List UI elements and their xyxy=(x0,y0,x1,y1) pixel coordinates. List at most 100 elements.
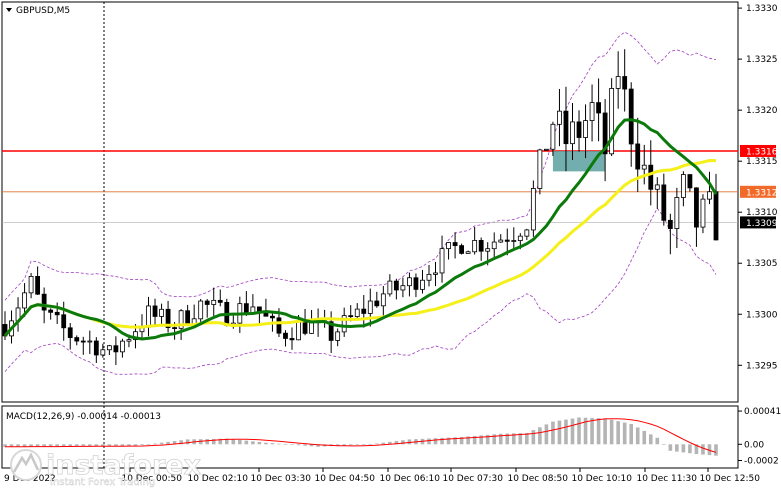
macd-histogram-bar xyxy=(648,434,653,445)
macd-histogram-bar xyxy=(570,418,575,445)
macd-histogram-bar xyxy=(525,432,529,445)
candle-body xyxy=(465,251,471,254)
dropdown-arrow-icon[interactable] xyxy=(6,8,12,12)
macd-signal-line xyxy=(5,418,717,453)
candle xyxy=(530,180,536,237)
price-tick-label: 1.3310 xyxy=(746,208,778,218)
macd-histogram-bar xyxy=(564,419,568,445)
candle-body xyxy=(426,273,432,281)
candle-body xyxy=(354,308,360,317)
candle-body xyxy=(628,88,634,145)
candle-body xyxy=(667,219,673,229)
candle-body xyxy=(80,340,86,343)
macd-histogram-bar xyxy=(675,444,679,452)
candle-body xyxy=(635,143,641,170)
support-tag-label: 1.3312 xyxy=(746,188,778,198)
candle-body xyxy=(491,241,497,250)
candle-body xyxy=(420,279,425,290)
price-tags: 1.3316 1.3312 1.3309 xyxy=(740,144,778,229)
resistance-tag xyxy=(740,144,776,157)
macd-histogram-bar xyxy=(694,444,699,455)
candle-body xyxy=(609,88,615,155)
candle xyxy=(387,274,393,297)
candle-body xyxy=(407,277,412,287)
macd-histogram-bar xyxy=(472,435,477,445)
macd-tick-label: 0.00041 xyxy=(744,407,781,417)
candle-body xyxy=(583,120,588,138)
candle xyxy=(465,250,471,254)
price-tick-label: 1.3320 xyxy=(746,106,778,116)
candle xyxy=(628,82,634,167)
macd-histogram-bar xyxy=(642,430,647,445)
candle xyxy=(354,303,360,320)
candle-body xyxy=(133,331,138,341)
candle xyxy=(120,338,125,358)
macd-histogram-bar xyxy=(16,444,20,447)
candle-body xyxy=(537,149,543,189)
candle xyxy=(478,237,484,261)
candle-body xyxy=(198,300,204,320)
candle-body xyxy=(28,276,34,294)
macd-histogram-bar xyxy=(433,438,438,445)
candle xyxy=(433,261,438,287)
candle xyxy=(113,336,119,366)
macd-histogram-bar xyxy=(518,433,523,445)
candle-body xyxy=(178,310,184,329)
candle xyxy=(74,335,80,346)
bollinger-bands xyxy=(4,31,717,375)
candle xyxy=(100,343,106,358)
candle-body xyxy=(211,299,217,305)
macd-histogram-bar xyxy=(94,444,99,447)
candle-body xyxy=(361,308,367,314)
macd-histogram-bar xyxy=(603,418,607,445)
candle-body xyxy=(413,277,419,290)
macd-histogram-bar xyxy=(48,444,53,447)
candle xyxy=(367,288,373,327)
candle-body xyxy=(296,321,301,341)
macd-histogram-bar xyxy=(544,424,549,445)
candle xyxy=(550,121,556,156)
price-tick-label: 1.3300 xyxy=(746,310,778,320)
macd-histogram-bar xyxy=(224,438,229,445)
candle-body xyxy=(159,308,164,317)
time-tick-label: 10 Dec 00:50 xyxy=(121,474,182,484)
resistance-tag-label: 1.3316 xyxy=(746,147,778,157)
macd-histogram-bar xyxy=(205,439,210,445)
candle-body xyxy=(126,339,132,342)
candle-body xyxy=(446,242,451,250)
watermark-tagline: Instant Forex Trading xyxy=(50,477,155,488)
time-tick-label: 10 Dec 12:50 xyxy=(699,474,760,484)
candle xyxy=(413,273,419,298)
candle-body xyxy=(557,110,562,125)
macd-histogram-bar xyxy=(342,444,346,446)
macd-histogram-bar xyxy=(277,443,281,445)
macd-histogram-bar xyxy=(583,417,588,445)
macd-histogram-bar xyxy=(466,436,470,445)
macd-histogram-bar xyxy=(453,437,457,445)
price-tick-label: 1.3325 xyxy=(746,55,778,65)
candle xyxy=(87,330,93,354)
candle xyxy=(198,298,204,326)
bollinger-upper xyxy=(4,31,717,301)
candle xyxy=(615,51,621,109)
candle xyxy=(400,277,406,298)
candle xyxy=(511,227,517,249)
candle xyxy=(694,187,699,247)
macd-histogram-bar xyxy=(172,441,177,445)
candle-body xyxy=(61,314,67,329)
candle-body xyxy=(622,76,628,90)
instaforex-logo: instaforex Instant Forex Trading xyxy=(10,449,201,488)
macd-histogram-bar xyxy=(81,444,86,447)
candle-body xyxy=(433,272,438,275)
macd-histogram-bar xyxy=(459,437,464,445)
candle-body xyxy=(243,303,249,313)
candle-body xyxy=(544,148,549,151)
macd-histogram-bar xyxy=(485,434,490,445)
horizontal-levels xyxy=(2,150,738,223)
macd-histogram-bar xyxy=(166,441,170,445)
candle xyxy=(452,232,458,259)
macd-histogram-bar xyxy=(283,444,288,445)
candle-body xyxy=(100,349,106,356)
